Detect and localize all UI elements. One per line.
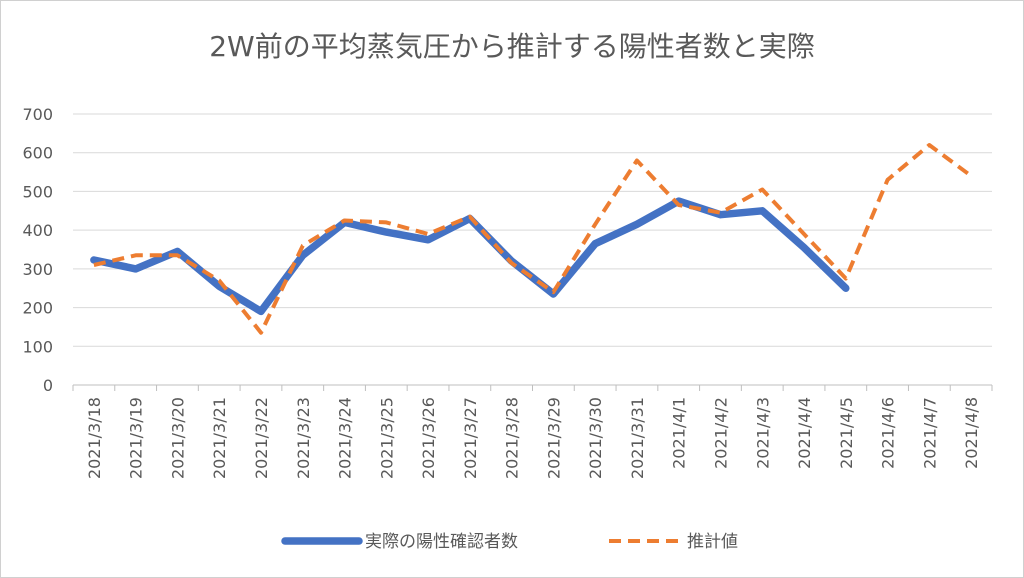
x-tick-label: 2021/3/23 [294,397,313,479]
x-tick-label: 2021/3/28 [503,397,522,479]
x-axis-tick-labels: 2021/3/18 2021/3/19 2021/3/20 2021/3/21 2021… [85,397,981,479]
x-tick-label: 2021/4/6 [879,397,898,469]
x-tick-label: 2021/3/31 [628,397,647,479]
y-tick-label: 300 [22,260,53,279]
y-tick-label: 500 [22,182,53,201]
x-tick-label: 2021/3/25 [377,397,396,479]
x-tick-label: 2021/4/2 [711,397,730,469]
x-tick-label: 2021/3/20 [168,397,187,479]
x-tick-label: 2021/3/24 [336,397,355,479]
series-lines [90,143,973,335]
y-tick-label: 600 [22,144,53,163]
legend-label-1: 推計値 [687,532,738,552]
x-tick-label: 2021/3/21 [210,397,229,479]
x-tick-label: 2021/4/8 [962,397,981,469]
x-tick-label: 2021/4/4 [795,397,814,469]
y-tick-label: 700 [22,105,53,124]
chart-title: 2W前の平均蒸気圧から推計する陽性者数と実際 [209,30,815,63]
x-tick-label: 2021/3/19 [127,397,146,479]
legend: 実際の陽性確認者数 推計値 [281,532,738,552]
series-line-1 [93,143,973,335]
y-tick-label: 0 [43,376,53,395]
x-tick-label: 2021/4/5 [837,397,856,469]
x-tick-label: 2021/3/18 [85,397,104,479]
x-tick-label: 2021/3/29 [544,397,563,479]
y-tick-label: 100 [22,337,53,356]
y-tick-label: 400 [22,221,53,240]
y-axis-tick-labels: 0 100 200 300 400 500 600 700 [22,105,53,395]
x-tick-label: 2021/4/1 [670,397,689,469]
x-tick-label: 2021/4/7 [920,397,939,469]
y-tick-label: 200 [22,299,53,318]
x-tick-label: 2021/3/27 [461,397,480,479]
gridlines [72,113,993,391]
x-tick-label: 2021/3/30 [586,397,605,479]
x-tick-label: 2021/3/22 [252,397,271,479]
x-tick-label: 2021/4/3 [753,397,772,469]
legend-label-0: 実際の陽性確認者数 [365,532,518,552]
x-tick-label: 2021/3/26 [419,397,438,479]
